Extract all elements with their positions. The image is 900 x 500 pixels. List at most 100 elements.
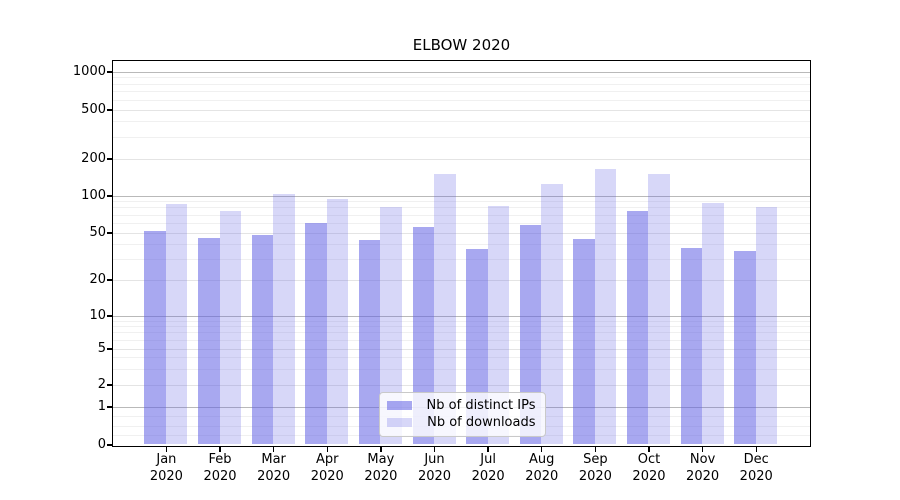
bar-distinct-ips — [305, 222, 327, 445]
gridline-minor — [112, 91, 810, 93]
bar-downloads — [165, 204, 188, 445]
y-tick-mark — [107, 444, 112, 446]
y-tick-label: 20 — [89, 272, 106, 287]
bar-downloads — [702, 202, 724, 445]
bar-distinct-ips — [573, 239, 595, 445]
distinct-ips-swatch — [386, 400, 412, 411]
y-tick-label: 2 — [97, 377, 106, 392]
gridline-major — [112, 71, 810, 73]
bar-distinct-ips — [144, 231, 166, 445]
bar-downloads — [755, 207, 778, 445]
gridline-major — [112, 195, 810, 197]
y-tick-label: 500 — [81, 102, 106, 117]
y-tick-label: 5 — [97, 341, 106, 356]
x-tick-mark — [701, 447, 704, 452]
bar-downloads — [594, 168, 617, 445]
y-tick-mark — [107, 158, 112, 160]
legend-label-distinct-ips: Nb of distinct IPs — [426, 398, 536, 413]
gridline-minor — [112, 243, 810, 245]
gridline-minor — [112, 368, 810, 370]
gridline-minor — [112, 320, 810, 322]
y-tick-label: 10 — [89, 308, 106, 323]
gridline-minor — [112, 357, 810, 359]
bar-distinct-ips — [734, 250, 756, 445]
x-tick-mark — [272, 447, 275, 452]
x-tick-label: Apr 2020 — [310, 452, 344, 484]
gridline-minor — [112, 207, 810, 209]
gridline-minor — [112, 77, 810, 79]
bar-distinct-ips — [519, 224, 542, 445]
y-tick-mark — [107, 315, 112, 317]
gridline-minor — [112, 83, 810, 85]
y-tick-mark — [107, 232, 112, 234]
bar-distinct-ips — [680, 247, 703, 445]
bar-downloads — [326, 199, 349, 445]
y-tick-label: 200 — [81, 151, 106, 166]
gridline-minor — [112, 109, 810, 111]
bar-distinct-ips — [412, 227, 434, 445]
bar-distinct-ips — [198, 237, 220, 445]
x-tick-label: Jun 2020 — [417, 452, 452, 484]
y-tick-mark — [107, 279, 112, 281]
gridline-minor — [112, 121, 810, 123]
plot-area: Nb of distinct IPs Nb of downloads — [111, 59, 811, 447]
y-tick-label: 1000 — [72, 64, 106, 79]
gridline-minor — [112, 339, 810, 341]
x-tick-label: Jul 2020 — [471, 452, 505, 484]
bar-downloads — [487, 206, 510, 445]
gridline-minor — [112, 232, 810, 234]
legend-row-distinct-ips: Nb of distinct IPs — [386, 398, 536, 413]
y-tick-mark — [107, 109, 112, 111]
bar-downloads — [273, 194, 295, 445]
x-tick-label: Jan 2020 — [149, 452, 183, 484]
gridline-minor — [112, 326, 810, 328]
x-tick-mark — [755, 447, 757, 452]
gridline-major — [112, 315, 810, 317]
x-tick-mark — [487, 447, 489, 452]
bar-distinct-ips — [251, 234, 274, 445]
x-tick-mark — [326, 447, 328, 452]
gridline-minor — [112, 348, 810, 350]
legend-label-downloads: Nb of downloads — [427, 415, 536, 430]
gridline-minor — [112, 258, 810, 260]
x-tick-label: Dec 2020 — [739, 452, 773, 484]
x-tick-mark — [594, 447, 597, 452]
y-tick-label: 0 — [97, 437, 106, 452]
bar-downloads — [219, 210, 242, 445]
x-tick-label: Feb 2020 — [203, 452, 237, 484]
x-tick-mark — [648, 447, 650, 452]
y-tick-label: 50 — [89, 225, 106, 240]
y-tick-mark — [107, 348, 112, 350]
downloads-swatch — [386, 417, 412, 428]
x-tick-mark — [541, 447, 543, 452]
x-tick-label: Oct 2020 — [632, 452, 666, 484]
y-tick-mark — [107, 406, 112, 408]
y-tick-label: 100 — [81, 188, 106, 203]
y-tick-mark — [107, 195, 112, 197]
legend: Nb of distinct IPs Nb of downloads — [378, 391, 546, 437]
gridline-minor — [112, 214, 810, 216]
y-tick-mark — [107, 384, 112, 386]
x-tick-label: May 2020 — [364, 452, 398, 484]
chart-title: ELBOW 2020 — [412, 36, 511, 54]
bar-downloads — [648, 173, 670, 445]
x-tick-mark — [433, 447, 436, 452]
gridline-minor — [112, 332, 810, 334]
gridline-minor — [112, 158, 810, 160]
gridline-minor — [112, 384, 810, 386]
gridline-minor — [112, 222, 810, 224]
bar-distinct-ips — [626, 210, 649, 445]
x-tick-mark — [165, 447, 168, 452]
gridline-minor — [112, 99, 810, 101]
legend-row-downloads: Nb of downloads — [386, 415, 536, 430]
bar-downloads — [434, 173, 456, 445]
gridline-minor — [112, 201, 810, 203]
bar-distinct-ips — [358, 240, 381, 445]
x-tick-mark — [219, 447, 221, 452]
x-tick-label: Sep 2020 — [578, 452, 612, 484]
x-tick-label: Nov 2020 — [686, 452, 720, 484]
gridline-minor — [112, 136, 810, 138]
x-tick-mark — [380, 447, 382, 452]
bar-downloads — [380, 207, 402, 445]
